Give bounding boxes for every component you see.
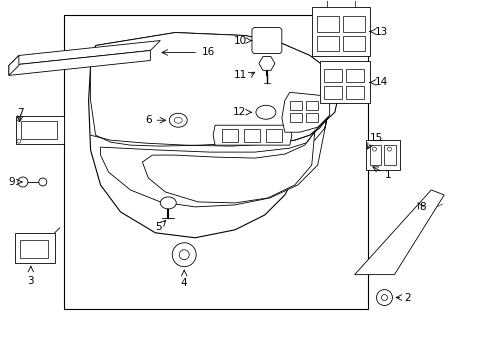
Bar [222, 129, 238, 142]
Polygon shape [9, 55, 19, 75]
Text: 6: 6 [145, 115, 152, 125]
Bar [305, 113, 317, 122]
Polygon shape [9, 41, 160, 66]
Bar [323, 69, 341, 82]
Text: 2: 2 [404, 293, 410, 302]
Circle shape [18, 177, 28, 187]
Bar [20, 240, 48, 258]
Bar [365, 140, 400, 170]
Bar [316, 15, 338, 32]
Circle shape [179, 250, 189, 260]
Text: 3: 3 [27, 276, 34, 285]
Bar [63, 15, 367, 309]
Ellipse shape [255, 105, 275, 119]
Text: 10: 10 [233, 36, 246, 46]
Text: 1: 1 [384, 170, 390, 180]
Polygon shape [88, 32, 339, 238]
Text: 16: 16 [202, 48, 215, 58]
FancyBboxPatch shape [251, 28, 281, 54]
Polygon shape [9, 50, 150, 75]
Circle shape [17, 117, 21, 121]
Bar [326, 0, 354, 7]
Ellipse shape [160, 197, 176, 209]
Text: 4: 4 [181, 278, 187, 288]
Circle shape [17, 139, 21, 143]
Polygon shape [15, 233, 55, 263]
Bar [16, 116, 63, 144]
Circle shape [376, 289, 392, 306]
Text: 11: 11 [233, 71, 246, 80]
Bar [323, 86, 341, 99]
Bar [305, 101, 317, 110]
Bar [311, 7, 369, 57]
Circle shape [386, 147, 390, 151]
Circle shape [172, 243, 196, 267]
Polygon shape [354, 190, 443, 275]
Bar [369, 145, 381, 165]
Text: 13: 13 [374, 27, 387, 37]
Bar [316, 36, 338, 51]
Text: 5: 5 [155, 222, 162, 232]
Bar [289, 113, 301, 122]
Bar [265, 129, 281, 142]
Bar [384, 145, 396, 165]
Bar [319, 62, 369, 103]
Bar [21, 121, 57, 139]
Polygon shape [90, 32, 339, 146]
Polygon shape [259, 57, 274, 70]
Polygon shape [142, 132, 314, 203]
Polygon shape [101, 115, 327, 207]
Bar [342, 36, 364, 51]
Bar [289, 101, 301, 110]
Bar [244, 129, 260, 142]
Text: 12: 12 [232, 107, 245, 117]
Circle shape [39, 178, 47, 186]
Bar [345, 69, 363, 82]
Polygon shape [281, 92, 329, 132]
Polygon shape [213, 125, 291, 145]
Circle shape [372, 147, 376, 151]
Ellipse shape [169, 113, 187, 127]
Bar [345, 86, 363, 99]
Text: 15: 15 [369, 133, 382, 143]
Circle shape [381, 294, 386, 301]
Ellipse shape [174, 117, 182, 123]
Bar [342, 15, 364, 32]
Text: 7: 7 [17, 108, 23, 118]
Text: 9: 9 [8, 177, 15, 187]
Text: 14: 14 [374, 77, 387, 87]
Text: 8: 8 [419, 202, 425, 212]
